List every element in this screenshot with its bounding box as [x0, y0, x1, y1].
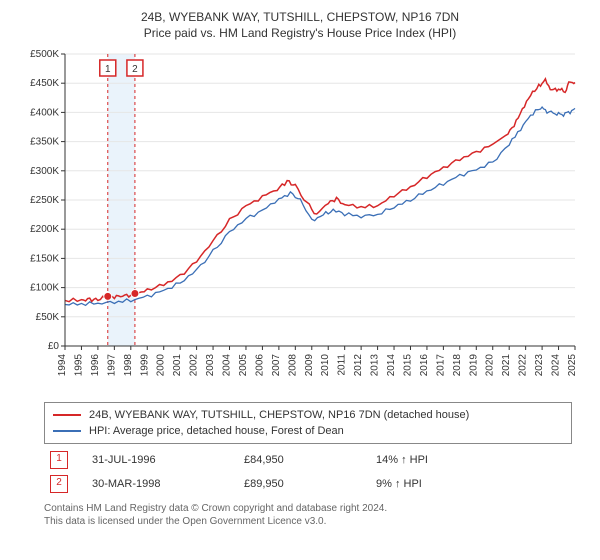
sale-diff-2: 9% ↑ HPI	[370, 472, 554, 496]
svg-text:2024: 2024	[551, 354, 562, 377]
sale-date-2: 30-MAR-1998	[86, 472, 238, 496]
svg-text:£50K: £50K	[36, 312, 60, 323]
svg-text:2018: 2018	[452, 354, 463, 377]
svg-text:2017: 2017	[435, 354, 446, 377]
svg-text:2012: 2012	[353, 354, 364, 377]
footnote-line-1: Contains HM Land Registry data © Crown c…	[44, 503, 387, 514]
sale-marker-1: 1	[50, 451, 68, 469]
svg-text:2008: 2008	[287, 354, 298, 377]
svg-text:2021: 2021	[501, 354, 512, 377]
sale-price-2: £89,950	[238, 472, 370, 496]
svg-text:2005: 2005	[238, 354, 249, 377]
svg-text:£300K: £300K	[30, 166, 59, 177]
svg-text:£200K: £200K	[30, 224, 59, 235]
svg-text:£450K: £450K	[30, 78, 59, 89]
svg-text:£400K: £400K	[30, 107, 59, 118]
svg-text:2016: 2016	[419, 354, 430, 377]
svg-text:2: 2	[132, 64, 138, 75]
svg-text:2025: 2025	[567, 354, 578, 377]
legend-item-property: 24B, WYEBANK WAY, TUTSHILL, CHEPSTOW, NP…	[53, 407, 563, 423]
svg-text:2019: 2019	[468, 354, 479, 377]
chart-subtitle: Price paid vs. HM Land Registry's House …	[6, 26, 594, 40]
svg-text:2014: 2014	[386, 354, 397, 377]
svg-text:£250K: £250K	[30, 195, 59, 206]
svg-text:£150K: £150K	[30, 253, 59, 264]
svg-text:£500K: £500K	[30, 49, 59, 60]
legend-swatch-property	[53, 414, 81, 416]
svg-text:1999: 1999	[139, 354, 150, 377]
svg-text:2007: 2007	[271, 354, 282, 377]
chart-plot: £0 £50K £100K £150K £200K £250K £300K £350K £400…	[15, 46, 585, 396]
chart-title: 24B, WYEBANK WAY, TUTSHILL, CHEPSTOW, NP…	[6, 10, 594, 24]
footnote: Contains HM Land Registry data © Crown c…	[44, 502, 554, 528]
svg-text:1998: 1998	[123, 354, 134, 377]
svg-text:1996: 1996	[90, 354, 101, 377]
svg-text:2015: 2015	[402, 354, 413, 377]
legend-swatch-hpi	[53, 430, 81, 432]
svg-text:2023: 2023	[534, 354, 545, 377]
svg-text:2000: 2000	[156, 354, 167, 377]
legend-label-hpi: HPI: Average price, detached house, Fore…	[89, 423, 344, 439]
sale-diff-1: 14% ↑ HPI	[370, 448, 554, 472]
legend-label-property: 24B, WYEBANK WAY, TUTSHILL, CHEPSTOW, NP…	[89, 407, 469, 423]
sale-date-1: 31-JUL-1996	[86, 448, 238, 472]
sale-price-1: £84,950	[238, 448, 370, 472]
svg-text:2011: 2011	[337, 354, 348, 376]
svg-text:2010: 2010	[320, 354, 331, 377]
svg-text:2013: 2013	[370, 354, 381, 377]
sales-table: 1 31-JUL-1996 £84,950 14% ↑ HPI 2 30-MAR…	[44, 448, 554, 496]
svg-text:£0: £0	[48, 341, 60, 352]
svg-text:1: 1	[105, 64, 111, 75]
svg-text:2004: 2004	[222, 354, 233, 377]
svg-text:2006: 2006	[254, 354, 265, 377]
svg-text:£350K: £350K	[30, 137, 59, 148]
legend-item-hpi: HPI: Average price, detached house, Fore…	[53, 423, 563, 439]
svg-text:2001: 2001	[172, 354, 183, 377]
svg-text:2002: 2002	[189, 354, 200, 377]
svg-text:2003: 2003	[205, 354, 216, 377]
svg-text:2009: 2009	[304, 354, 315, 377]
sale-marker-2: 2	[50, 475, 68, 493]
svg-text:1997: 1997	[106, 354, 117, 377]
chart-svg: £0 £50K £100K £150K £200K £250K £300K £350K £400…	[15, 46, 585, 396]
sale-row-2: 2 30-MAR-1998 £89,950 9% ↑ HPI	[44, 472, 554, 496]
chart-container: 24B, WYEBANK WAY, TUTSHILL, CHEPSTOW, NP…	[0, 0, 600, 532]
footnote-line-2: This data is licensed under the Open Gov…	[44, 516, 326, 527]
legend-box: 24B, WYEBANK WAY, TUTSHILL, CHEPSTOW, NP…	[44, 402, 572, 444]
sale-row-1: 1 31-JUL-1996 £84,950 14% ↑ HPI	[44, 448, 554, 472]
svg-text:2022: 2022	[518, 354, 529, 377]
svg-text:1994: 1994	[57, 354, 68, 377]
svg-text:2020: 2020	[485, 354, 496, 377]
svg-text:£100K: £100K	[30, 283, 59, 294]
svg-text:1995: 1995	[73, 354, 84, 377]
